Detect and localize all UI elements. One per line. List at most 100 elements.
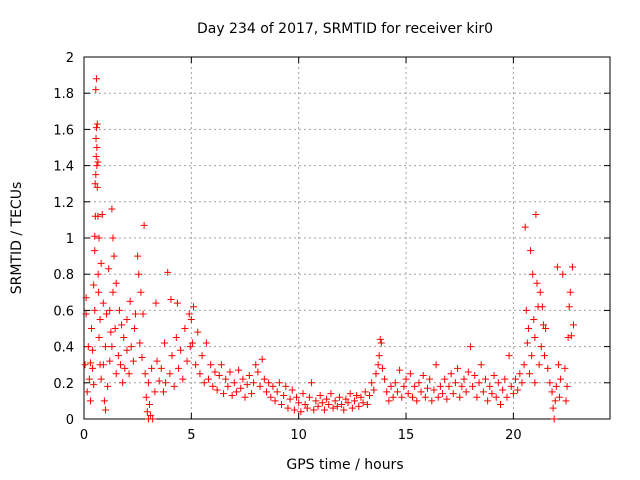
data-point <box>252 361 260 369</box>
data-point <box>132 310 140 318</box>
data-point <box>265 379 273 387</box>
data-point <box>391 379 399 387</box>
data-point <box>338 401 346 409</box>
data-point <box>183 357 191 365</box>
data-point <box>211 368 219 376</box>
data-point <box>97 375 105 383</box>
x-axis-label: GPS time / hours <box>286 457 403 473</box>
data-point <box>115 306 123 314</box>
data-point <box>230 379 238 387</box>
data-point <box>243 381 251 389</box>
data-point <box>217 361 225 369</box>
data-point <box>224 382 232 390</box>
data-point <box>120 334 128 342</box>
x-tick-label: 0 <box>80 428 88 443</box>
data-point <box>127 343 135 351</box>
data-point <box>161 339 169 347</box>
data-point <box>383 388 391 396</box>
data-point <box>181 325 189 332</box>
data-point <box>126 297 134 305</box>
data-point <box>445 382 453 390</box>
data-point <box>542 325 550 332</box>
y-tick-label: 0.6 <box>53 304 74 319</box>
data-point <box>108 205 116 213</box>
data-point <box>145 401 153 409</box>
data-point <box>226 368 234 376</box>
data-point <box>92 75 100 83</box>
data-point <box>344 399 352 407</box>
data-point <box>528 352 536 360</box>
data-point <box>114 352 122 360</box>
data-point <box>554 361 562 369</box>
data-point <box>188 339 196 347</box>
data-point <box>469 382 477 390</box>
data-point <box>82 294 90 302</box>
data-point <box>499 386 507 394</box>
data-point <box>428 397 436 405</box>
data-point <box>91 232 99 240</box>
data-point <box>532 210 540 218</box>
data-point <box>460 375 468 383</box>
data-point <box>98 210 106 218</box>
data-point <box>549 404 557 412</box>
data-point <box>185 310 193 318</box>
data-point <box>415 379 423 387</box>
data-point <box>109 234 117 242</box>
y-tick-label: 0.4 <box>53 341 74 356</box>
data-point <box>84 343 92 351</box>
data-point <box>90 281 98 289</box>
data-point <box>278 401 286 409</box>
data-point <box>157 364 165 372</box>
data-point <box>228 391 236 399</box>
data-point <box>149 415 157 423</box>
data-point <box>527 247 535 255</box>
data-point <box>167 296 175 304</box>
data-point <box>312 397 320 405</box>
data-point <box>293 393 301 401</box>
data-point <box>89 364 97 372</box>
data-point <box>209 382 217 390</box>
data-point <box>85 375 93 383</box>
data-point <box>273 388 281 396</box>
data-point <box>262 388 270 396</box>
data-point <box>471 372 479 380</box>
data-point <box>205 375 213 383</box>
data-point <box>539 321 547 329</box>
data-point <box>456 393 464 401</box>
data-point <box>109 288 117 296</box>
data-point <box>507 382 515 390</box>
y-tick-label: 0.2 <box>53 377 74 392</box>
data-point <box>522 306 530 314</box>
data-point <box>222 375 230 383</box>
data-point <box>524 325 532 332</box>
data-point <box>106 306 114 314</box>
data-point <box>129 357 137 365</box>
data-point <box>516 370 524 378</box>
data-point <box>297 408 305 416</box>
y-tick-label: 0 <box>66 413 74 428</box>
data-point <box>152 299 160 307</box>
data-point <box>402 375 410 383</box>
chart-title: Day 234 of 2017, SRMTID for receiver kir… <box>197 21 493 37</box>
data-point <box>86 359 94 367</box>
data-point <box>99 299 107 307</box>
data-point <box>119 379 127 387</box>
data-point <box>96 315 104 323</box>
data-point <box>546 379 554 387</box>
y-tick-label: 1.4 <box>53 160 74 175</box>
data-point <box>541 352 549 360</box>
data-point <box>130 325 138 332</box>
data-point <box>353 391 361 399</box>
data-point <box>92 153 100 161</box>
data-point <box>290 406 298 414</box>
x-tick-label: 20 <box>505 428 522 443</box>
data-point <box>103 310 111 318</box>
data-point <box>166 370 174 378</box>
data-point <box>377 339 385 347</box>
data-point <box>89 346 97 354</box>
data-point <box>538 303 546 311</box>
data-point <box>564 334 572 342</box>
data-point <box>92 124 100 132</box>
data-point <box>375 352 383 360</box>
data-point <box>396 366 404 374</box>
